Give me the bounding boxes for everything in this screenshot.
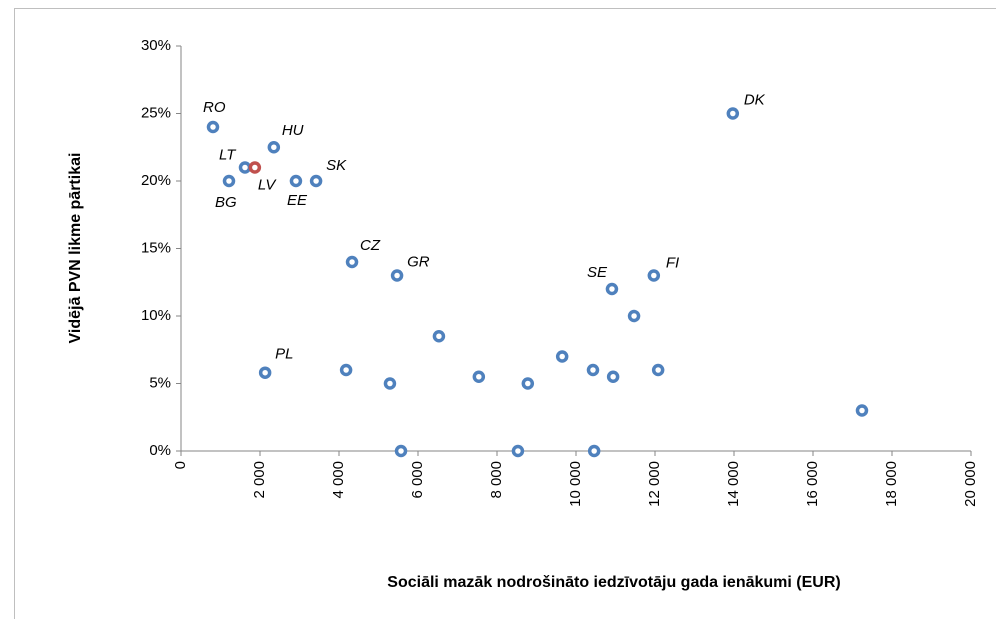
point-label: SK: [326, 157, 347, 174]
point-label: PL: [275, 346, 293, 363]
point: [309, 174, 323, 188]
x-tick-label: 0: [172, 461, 189, 469]
point-label: LT: [219, 146, 237, 163]
point: [627, 309, 641, 323]
x-axis-title: Sociāli mazāk nodrošināto iedzīvotāju ga…: [387, 574, 840, 591]
point-label: LV: [258, 176, 278, 193]
y-tick-label: 0%: [149, 442, 171, 459]
x-tick-label: 14 000: [725, 461, 742, 507]
point: [586, 363, 600, 377]
point-label: FI: [666, 254, 679, 271]
point: [339, 363, 353, 377]
point: [555, 350, 569, 363]
point: [432, 330, 446, 343]
point: [855, 404, 869, 417]
point-label: HU: [282, 122, 304, 139]
point: [258, 366, 272, 379]
x-tick-label: 12 000: [646, 461, 663, 507]
x-tick-label: 18 000: [883, 461, 900, 507]
point: [587, 444, 601, 458]
y-tick-label: 10%: [141, 307, 171, 324]
point: [345, 255, 359, 269]
point: [605, 282, 619, 296]
point: [222, 174, 236, 188]
point-label: GR: [407, 253, 430, 270]
point: [383, 377, 397, 390]
y-tick-label: 25%: [141, 104, 171, 121]
point-label: RO: [203, 99, 226, 116]
point: [394, 444, 408, 458]
chart-frame: [14, 8, 996, 619]
point-label: BG: [215, 194, 237, 211]
point-label: SE: [587, 264, 608, 281]
point: [267, 141, 281, 154]
x-tick-label: 16 000: [804, 461, 821, 507]
x-tick-label: 6 000: [409, 461, 426, 499]
y-axis-title: Vidējā PVN likme pārtikai: [67, 153, 84, 344]
x-tick-label: 8 000: [488, 461, 505, 499]
x-tick-label: 4 000: [330, 461, 347, 499]
point: [511, 444, 525, 458]
x-tick-label: 2 000: [251, 461, 268, 499]
y-tick-label: 15%: [141, 239, 171, 256]
point-label: EE: [287, 192, 308, 209]
point: [289, 174, 303, 188]
y-tick-label: 30%: [141, 37, 171, 54]
point: [521, 377, 535, 390]
point: [390, 269, 404, 282]
point: [726, 107, 740, 120]
point: [651, 363, 665, 377]
point-label: DK: [744, 91, 766, 108]
y-tick-label: 20%: [141, 172, 171, 189]
point: [472, 370, 486, 383]
y-tick-label: 5%: [149, 374, 171, 391]
x-tick-label: 20 000: [962, 461, 979, 507]
point-label: CZ: [360, 237, 381, 254]
point: [647, 269, 661, 282]
x-tick-label: 10 000: [567, 461, 584, 507]
point: [606, 370, 620, 383]
point: [248, 161, 262, 174]
point: [206, 120, 220, 134]
point: [238, 161, 252, 174]
